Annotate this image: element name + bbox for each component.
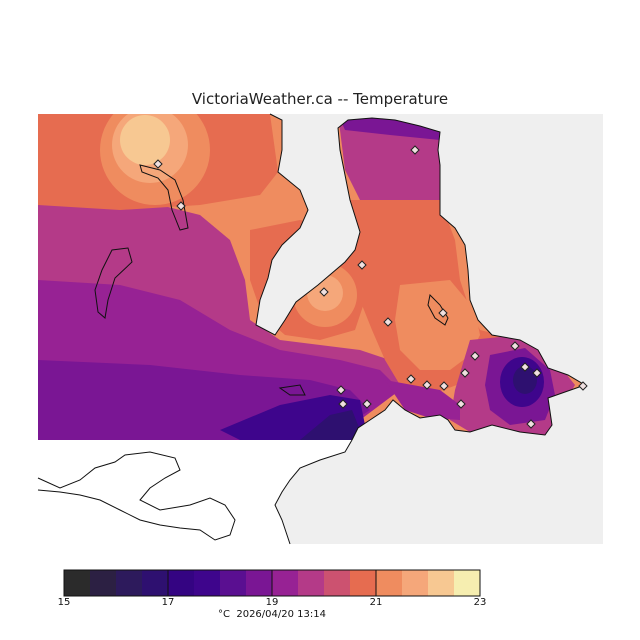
site-marker xyxy=(336,385,346,395)
map-title: VictoriaWeather.ca -- Temperature xyxy=(191,90,449,108)
site-marker xyxy=(357,260,367,270)
site-marker xyxy=(532,368,542,378)
legend-swatch xyxy=(376,570,403,596)
legend-swatch xyxy=(220,570,247,596)
legend-swatch xyxy=(428,570,455,596)
legend-swatch xyxy=(116,570,143,596)
legend-swatch xyxy=(90,570,117,596)
legend-tick-label: 19 xyxy=(265,597,279,608)
site-marker xyxy=(319,287,329,297)
site-marker xyxy=(383,317,393,327)
site-marker xyxy=(510,341,520,351)
site-marker xyxy=(422,380,432,390)
site-marker xyxy=(438,308,448,318)
legend-tick-label: 23 xyxy=(473,597,487,608)
site-marker xyxy=(362,399,372,409)
site-marker xyxy=(176,201,186,211)
legend-swatch xyxy=(324,570,351,596)
site-marker xyxy=(456,399,466,409)
legend-caption: °C 2026/04/20 13:14 xyxy=(0,609,544,620)
coastlines xyxy=(37,113,587,545)
legend-swatch xyxy=(168,570,195,596)
legend-tick-label: 15 xyxy=(57,597,71,608)
legend-swatch xyxy=(454,570,481,596)
site-marker xyxy=(526,419,536,429)
site-marker xyxy=(520,362,530,372)
site-marker xyxy=(578,381,588,391)
legend-swatch xyxy=(350,570,377,596)
site-marker xyxy=(153,159,163,169)
site-marker xyxy=(410,145,420,155)
site-marker xyxy=(406,374,416,384)
site-marker xyxy=(470,351,480,361)
site-marker xyxy=(460,368,470,378)
site-marker xyxy=(439,381,449,391)
legend-swatch xyxy=(298,570,325,596)
legend-tick-label: 21 xyxy=(369,597,383,608)
legend-swatch xyxy=(142,570,169,596)
legend-swatch xyxy=(246,570,273,596)
legend-swatch xyxy=(272,570,299,596)
legend-colorbar xyxy=(63,569,481,597)
site-markers xyxy=(153,145,588,429)
legend-tick-label: 17 xyxy=(161,597,175,608)
land-south xyxy=(38,440,352,544)
legend-unit: °C xyxy=(218,609,230,620)
legend-swatch xyxy=(194,570,221,596)
legend-swatch xyxy=(402,570,429,596)
site-marker xyxy=(338,399,348,409)
legend-timestamp: 2026/04/20 13:14 xyxy=(236,609,326,620)
legend-swatch xyxy=(64,570,91,596)
